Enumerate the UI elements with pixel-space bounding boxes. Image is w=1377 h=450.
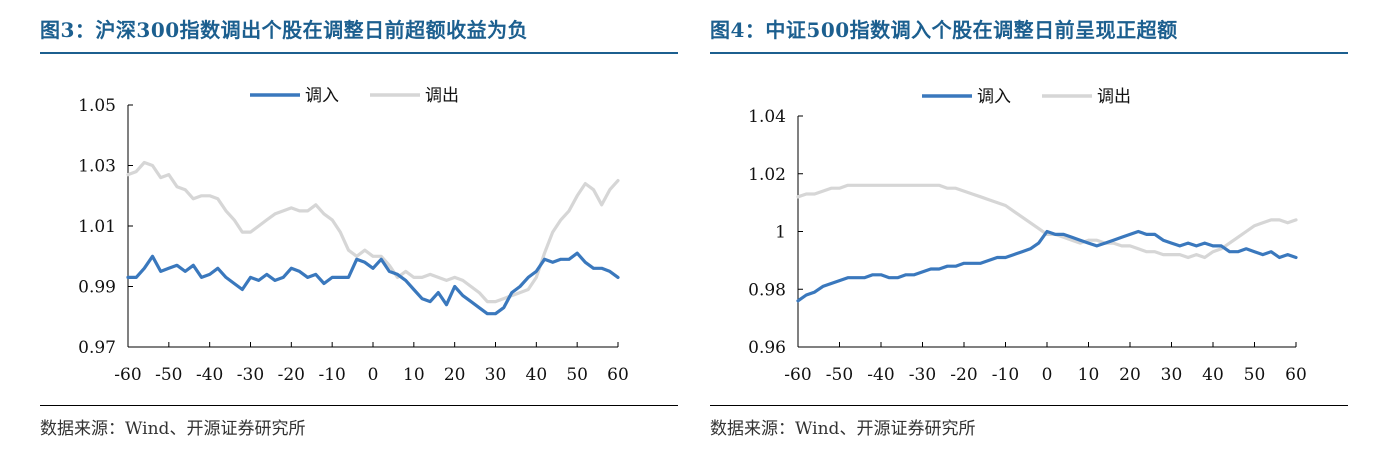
- x-tick-label: -10: [992, 365, 1019, 385]
- source-note: 数据来源：Wind、开源证券研究所: [710, 419, 976, 439]
- x-tick-label: -20: [950, 365, 977, 385]
- x-tick-label: 40: [1202, 365, 1224, 385]
- series-line-in: [796, 229, 1298, 303]
- figure-title: 图4：中证500指数调入个股在调整日前呈现正超额: [710, 18, 1178, 42]
- y-tick-label: 0.96: [748, 338, 786, 358]
- figure-4-panel: 图4：中证500指数调入个股在调整日前呈现正超额 0.96 0.98 1 1.02 1.…: [710, 0, 1350, 450]
- x-tick-label: -30: [909, 365, 936, 385]
- y-tick-label: 1.03: [78, 157, 116, 177]
- x-tick-label: 30: [485, 365, 507, 385]
- x-tick-label: -50: [155, 365, 182, 385]
- legend-label: 调出: [1097, 87, 1131, 107]
- legend-label: 调出: [425, 86, 459, 106]
- x-tick-label: 40: [526, 365, 548, 385]
- x-tick-label: 60: [607, 365, 629, 385]
- y-tick-label: 0.97: [78, 338, 116, 358]
- source-note: 数据来源：Wind、开源证券研究所: [40, 419, 306, 439]
- series-line-out: [796, 183, 1298, 260]
- x-tick-label: -40: [196, 365, 223, 385]
- x-tick-label: 0: [368, 365, 379, 385]
- x-tick-label: -40: [867, 365, 894, 385]
- x-tick-label: -60: [114, 365, 141, 385]
- x-tick-label: -60: [784, 365, 811, 385]
- series-line-out: [126, 160, 620, 304]
- x-tick-label: 50: [566, 365, 588, 385]
- x-tick-label: 50: [1244, 365, 1266, 385]
- chart-figure-3: 0.97 0.99 1.01 1.03 1.05 -60 -50 -40 -30 -20 -10 0 1…: [78, 86, 629, 385]
- title-rule: [710, 52, 1348, 54]
- x-tick-label: 30: [1161, 365, 1183, 385]
- y-tick-label: 1.01: [78, 217, 116, 237]
- source-rule: [710, 405, 1348, 406]
- series-line-in: [126, 251, 620, 316]
- y-tick-label: 1.04: [748, 107, 786, 127]
- x-tick-label: 0: [1042, 365, 1053, 385]
- figure-title: 图3：沪深300指数调出个股在调整日前超额收益为负: [40, 18, 529, 42]
- y-tick-label: 1: [775, 223, 786, 243]
- x-tick-label: 20: [1119, 365, 1141, 385]
- x-tick-label: 20: [444, 365, 466, 385]
- y-tick-label: 0.99: [78, 278, 116, 298]
- y-tick-label: 1.02: [748, 165, 786, 185]
- source-rule: [40, 405, 678, 406]
- y-tick-label: 0.98: [748, 280, 786, 300]
- legend-label: 调入: [305, 86, 339, 106]
- x-tick-label: 10: [1078, 365, 1100, 385]
- y-tick-label: 1.05: [78, 96, 116, 116]
- x-tick-label: 10: [403, 365, 425, 385]
- title-rule: [40, 52, 678, 54]
- x-tick-label: -50: [826, 365, 853, 385]
- figure-3-panel: 图3：沪深300指数调出个股在调整日前超额收益为负 0.97 0.99 1.01 1.…: [40, 0, 680, 450]
- legend-label: 调入: [977, 87, 1011, 107]
- x-tick-label: -20: [278, 365, 305, 385]
- x-tick-label: -10: [318, 365, 345, 385]
- chart-figure-4: 0.96 0.98 1 1.02 1.04 -60 -50 -40 -30 -20 -10 0 10 20…: [748, 87, 1307, 385]
- x-tick-label: 60: [1285, 365, 1307, 385]
- x-tick-label: -30: [237, 365, 264, 385]
